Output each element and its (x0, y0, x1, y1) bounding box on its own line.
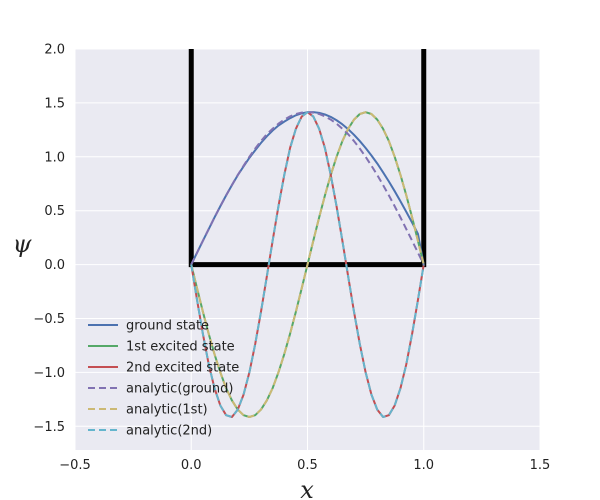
y-tick-label: −0.5 (33, 312, 65, 327)
y-tick-label: −1.0 (33, 366, 65, 381)
y-tick-label: 0.5 (44, 204, 65, 219)
y-tick-label: 2.0 (44, 43, 65, 58)
legend-label: analytic(1st) (126, 403, 208, 418)
legend-label: 1st excited state (126, 340, 235, 355)
x-axis-label: x (300, 476, 314, 500)
legend-label: 2nd excited state (126, 361, 239, 376)
series-group (190, 111, 425, 419)
legend: ground state 1st excited state 2nd excited… (88, 319, 239, 439)
x-tick-label: 0.0 (181, 458, 202, 473)
series-line (190, 111, 425, 419)
y-tick-label: 0.0 (44, 258, 65, 273)
x-tick-label: −0.5 (59, 458, 91, 473)
y-tick-labels: −1.5 −1.0 −0.5 0.0 0.5 1.0 1.5 2.0 (33, 43, 65, 435)
x-tick-label: 1.5 (530, 458, 551, 473)
x-tick-labels: −0.5 0.0 0.5 1.0 1.5 (59, 458, 550, 473)
legend-label: analytic(ground) (126, 382, 233, 397)
x-tick-label: 1.0 (413, 458, 434, 473)
x-tick-label: 0.5 (297, 458, 318, 473)
legend-label: analytic(2nd) (126, 424, 212, 439)
legend-label: ground state (126, 319, 209, 334)
y-tick-label: −1.5 (33, 420, 65, 435)
y-tick-label: 1.0 (44, 150, 65, 165)
y-axis-label: ψ (13, 230, 33, 258)
series-line (190, 111, 425, 419)
y-tick-label: 1.5 (44, 96, 65, 111)
